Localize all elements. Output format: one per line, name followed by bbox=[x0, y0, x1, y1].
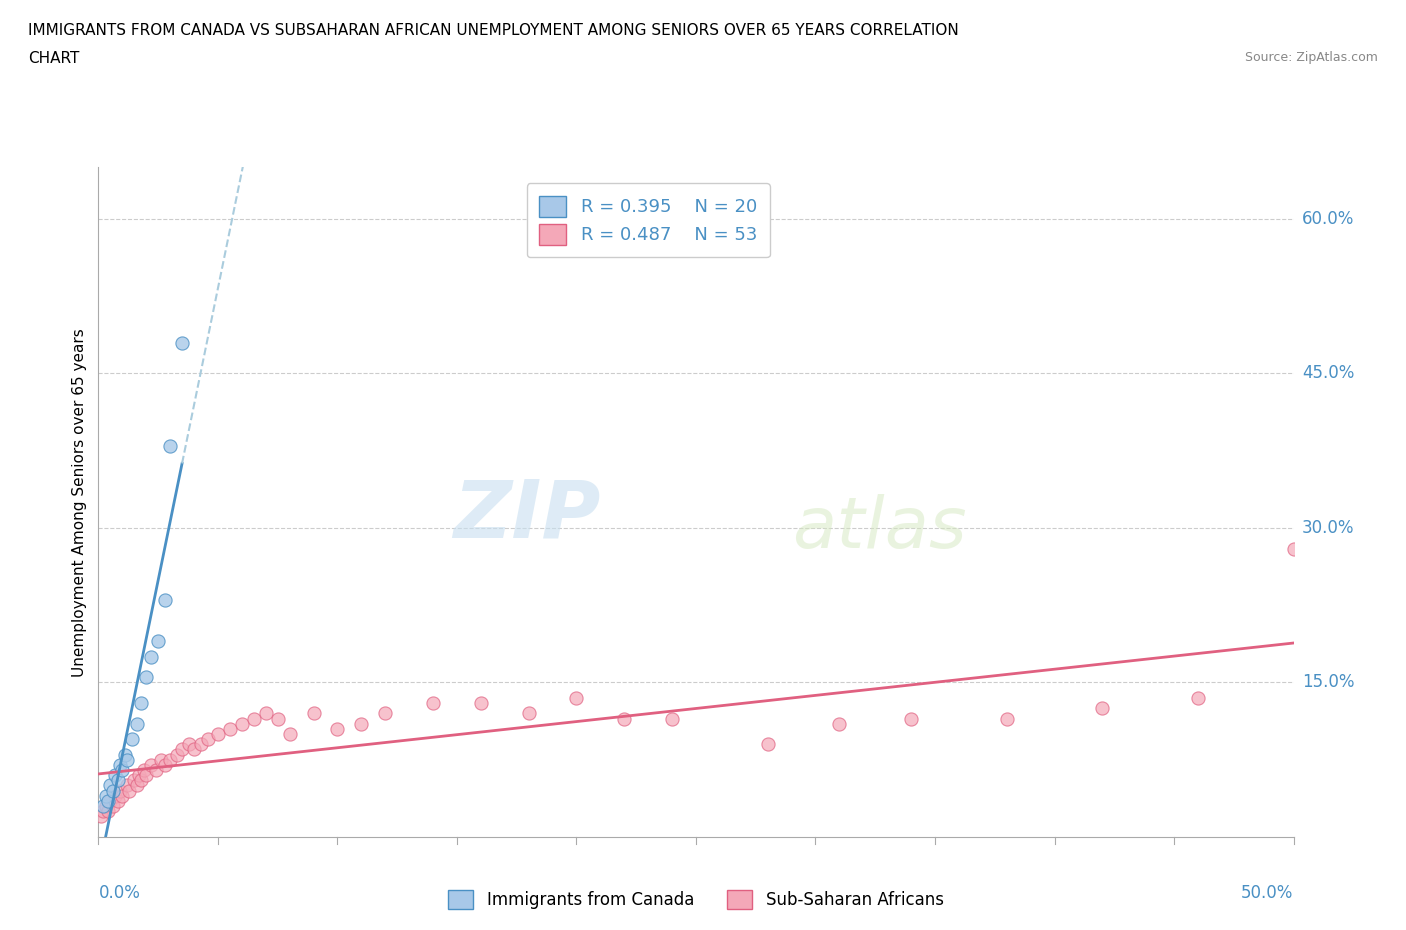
Point bbox=[101, 783, 124, 798]
Point bbox=[139, 757, 162, 772]
Point bbox=[104, 789, 127, 804]
Point bbox=[90, 809, 112, 824]
Text: 45.0%: 45.0% bbox=[1302, 365, 1354, 382]
Point bbox=[115, 778, 138, 793]
Text: 30.0%: 30.0% bbox=[1302, 519, 1354, 537]
Point bbox=[267, 711, 290, 726]
Point bbox=[374, 706, 396, 721]
Point bbox=[94, 799, 117, 814]
Text: 50.0%: 50.0% bbox=[1241, 884, 1294, 902]
Point bbox=[1187, 690, 1209, 705]
Point bbox=[107, 773, 129, 788]
Point bbox=[98, 793, 122, 808]
Point bbox=[125, 716, 148, 731]
Point bbox=[98, 778, 122, 793]
Point bbox=[470, 696, 492, 711]
Point bbox=[159, 438, 181, 453]
Point bbox=[91, 804, 114, 818]
Point bbox=[190, 737, 212, 751]
Point bbox=[155, 592, 177, 607]
Point bbox=[115, 752, 138, 767]
Point bbox=[145, 763, 167, 777]
Point bbox=[107, 793, 129, 808]
Point bbox=[132, 763, 155, 777]
Point bbox=[207, 726, 229, 741]
Point bbox=[172, 742, 194, 757]
Point bbox=[422, 696, 444, 711]
Point bbox=[118, 783, 141, 798]
Text: IMMIGRANTS FROM CANADA VS SUBSAHARAN AFRICAN UNEMPLOYMENT AMONG SENIORS OVER 65 : IMMIGRANTS FROM CANADA VS SUBSAHARAN AFR… bbox=[28, 23, 959, 38]
Point bbox=[517, 706, 540, 721]
Point bbox=[97, 793, 120, 808]
Point bbox=[108, 783, 131, 798]
Point bbox=[159, 752, 181, 767]
Point bbox=[135, 670, 157, 684]
Point bbox=[124, 773, 146, 788]
Text: Source: ZipAtlas.com: Source: ZipAtlas.com bbox=[1244, 51, 1378, 64]
Point bbox=[1091, 701, 1114, 716]
Point bbox=[131, 696, 153, 711]
Point bbox=[131, 773, 153, 788]
Point bbox=[148, 634, 170, 649]
Point bbox=[828, 716, 851, 731]
Point bbox=[101, 799, 124, 814]
Y-axis label: Unemployment Among Seniors over 65 years: Unemployment Among Seniors over 65 years bbox=[72, 328, 87, 677]
Point bbox=[94, 789, 117, 804]
Point bbox=[166, 747, 188, 762]
Point bbox=[125, 778, 148, 793]
Text: ZIP: ZIP bbox=[453, 476, 600, 554]
Point bbox=[219, 722, 242, 737]
Point bbox=[231, 716, 253, 731]
Point bbox=[135, 768, 157, 783]
Point bbox=[139, 649, 162, 664]
Point bbox=[995, 711, 1018, 726]
Point bbox=[114, 747, 136, 762]
Point bbox=[613, 711, 636, 726]
Point bbox=[111, 789, 134, 804]
Point bbox=[350, 716, 373, 731]
Text: 60.0%: 60.0% bbox=[1302, 210, 1354, 228]
Text: atlas: atlas bbox=[792, 495, 966, 564]
Point bbox=[756, 737, 779, 751]
Text: 15.0%: 15.0% bbox=[1302, 673, 1354, 692]
Point bbox=[661, 711, 683, 726]
Point bbox=[900, 711, 922, 726]
Point bbox=[326, 722, 349, 737]
Point bbox=[91, 799, 114, 814]
Point bbox=[243, 711, 266, 726]
Point bbox=[197, 732, 219, 747]
Point bbox=[121, 732, 143, 747]
Point bbox=[111, 763, 134, 777]
Point bbox=[104, 768, 127, 783]
Text: CHART: CHART bbox=[28, 51, 80, 66]
Point bbox=[302, 706, 325, 721]
Point bbox=[565, 690, 588, 705]
Point bbox=[1282, 541, 1305, 556]
Legend: Immigrants from Canada, Sub-Saharan Africans: Immigrants from Canada, Sub-Saharan Afri… bbox=[441, 884, 950, 916]
Point bbox=[183, 742, 205, 757]
Point bbox=[254, 706, 277, 721]
Point bbox=[278, 726, 301, 741]
Point bbox=[97, 804, 120, 818]
Point bbox=[108, 757, 131, 772]
Point bbox=[155, 757, 177, 772]
Point bbox=[149, 752, 172, 767]
Point bbox=[179, 737, 201, 751]
Text: 0.0%: 0.0% bbox=[98, 884, 141, 902]
Point bbox=[172, 335, 194, 350]
Point bbox=[128, 768, 150, 783]
